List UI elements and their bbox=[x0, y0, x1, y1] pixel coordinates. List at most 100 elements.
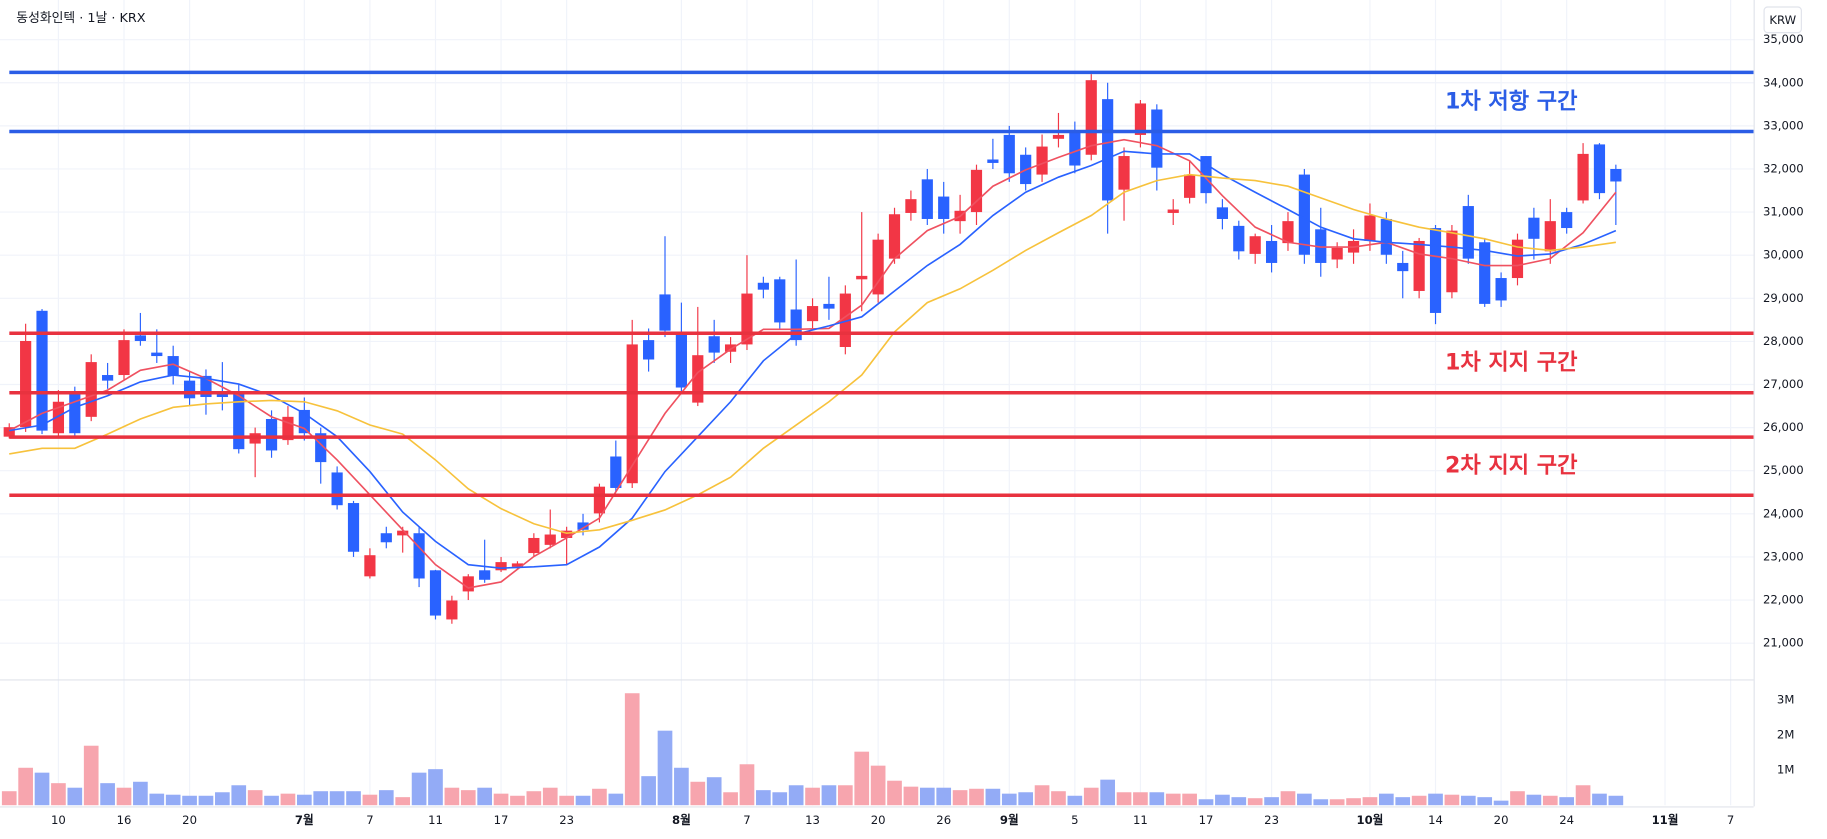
volume-bar bbox=[706, 777, 722, 806]
candle-body bbox=[528, 537, 540, 554]
candle-body bbox=[118, 340, 130, 376]
candle-body bbox=[462, 576, 474, 592]
candle-body bbox=[888, 214, 901, 259]
zone-label: 1차 저항 구간 bbox=[1445, 88, 1578, 114]
volume-bar bbox=[788, 785, 804, 806]
candle-body bbox=[1102, 99, 1114, 201]
volume-bar bbox=[723, 792, 738, 806]
candle-body bbox=[69, 392, 81, 434]
candle-body bbox=[1331, 247, 1343, 260]
volume-tick-label: 1M bbox=[1777, 763, 1794, 777]
candle-body bbox=[741, 293, 753, 345]
candle-body bbox=[938, 196, 950, 219]
volume-tick-label: 3M bbox=[1777, 693, 1794, 707]
candle-body bbox=[265, 418, 278, 451]
candle-body bbox=[413, 533, 425, 579]
volume-bar bbox=[887, 780, 902, 806]
volume-bar bbox=[1460, 795, 1476, 806]
candle-body bbox=[692, 355, 704, 403]
zone-label: 2차 지지 구간 bbox=[1445, 453, 1578, 479]
x-tick-label: 8월 bbox=[672, 813, 691, 827]
volume-bar bbox=[1493, 800, 1509, 806]
x-tick-label: 26 bbox=[936, 813, 951, 827]
volume-bar bbox=[805, 787, 820, 806]
candle-body bbox=[823, 303, 835, 309]
candle-body bbox=[85, 362, 97, 417]
candle-body bbox=[872, 239, 884, 295]
currency-label[interactable]: KRW bbox=[1769, 13, 1796, 27]
candle-body bbox=[1429, 228, 1442, 313]
x-tick-label: 7 bbox=[366, 813, 373, 827]
volume-bar bbox=[1379, 793, 1394, 806]
volume-bar bbox=[870, 765, 886, 806]
candle-body bbox=[102, 375, 114, 381]
x-tick-label: 16 bbox=[117, 813, 132, 827]
volume-bar bbox=[1542, 795, 1558, 806]
x-tick-label: 7 bbox=[743, 813, 750, 827]
volume-layer bbox=[1, 693, 1624, 806]
candle-body bbox=[610, 456, 622, 488]
candle-body bbox=[987, 159, 999, 163]
candle-body bbox=[724, 344, 737, 352]
y-tick-label: 24,000 bbox=[1763, 506, 1804, 520]
candle-body bbox=[577, 522, 589, 530]
candle-body bbox=[1085, 80, 1097, 155]
volume-bar bbox=[1575, 785, 1591, 806]
volume-bar bbox=[133, 781, 148, 806]
candle-body bbox=[52, 401, 65, 434]
candle-body bbox=[347, 503, 360, 552]
volume-bar bbox=[100, 783, 115, 806]
zone-layer: 1차 저항 구간 1차 지지 구간 2차 지지 구간 bbox=[9, 70, 1754, 498]
volume-bar bbox=[657, 730, 673, 806]
candle-body bbox=[970, 169, 983, 213]
volume-bar bbox=[1411, 795, 1427, 806]
volume-bar bbox=[1477, 797, 1493, 806]
candle-body bbox=[1052, 134, 1065, 139]
volume-bar bbox=[1067, 795, 1083, 806]
x-tick-label: 13 bbox=[805, 813, 820, 827]
candle-body bbox=[1364, 215, 1376, 241]
volume-bar bbox=[1559, 797, 1575, 806]
volume-bar bbox=[936, 787, 952, 806]
y-tick-label: 35,000 bbox=[1763, 32, 1804, 46]
volume-bar bbox=[641, 776, 656, 806]
volume-bar bbox=[428, 769, 443, 806]
volume-bar bbox=[952, 790, 968, 806]
x-tick-label: 10월 bbox=[1356, 813, 1383, 827]
candle-body bbox=[1593, 144, 1606, 194]
chart-title: 동성화인텍 · 1날 · KRX bbox=[16, 11, 145, 26]
candle-body bbox=[397, 530, 409, 536]
ma-layer bbox=[8, 138, 1617, 589]
x-tick-label: 5 bbox=[1071, 813, 1078, 827]
candle-body bbox=[1511, 239, 1524, 279]
volume-bar bbox=[165, 794, 181, 806]
x-tick-label: 7월 bbox=[295, 813, 314, 827]
candle-body bbox=[511, 563, 524, 567]
volume-bar bbox=[608, 793, 624, 806]
x-tick-label: 23 bbox=[559, 813, 574, 827]
candle-body bbox=[1528, 217, 1540, 239]
moving-average-line bbox=[8, 138, 1617, 589]
moving-average-line bbox=[9, 150, 1617, 569]
y-tick-label: 32,000 bbox=[1763, 161, 1804, 175]
candle-body bbox=[790, 309, 802, 341]
volume-bar bbox=[821, 785, 837, 806]
volume-bar bbox=[1395, 797, 1411, 806]
candle-body bbox=[315, 433, 327, 463]
volume-bar bbox=[1510, 791, 1525, 806]
volume-bar bbox=[1165, 793, 1181, 806]
volume-bar bbox=[969, 788, 984, 806]
volume-bar bbox=[526, 791, 542, 806]
y-tick-label: 34,000 bbox=[1763, 75, 1804, 89]
volume-bar bbox=[1018, 792, 1034, 806]
volume-bar bbox=[592, 788, 607, 806]
volume-bar bbox=[542, 787, 558, 806]
candle-body bbox=[1561, 212, 1573, 229]
candle-body bbox=[593, 486, 606, 514]
volume-bar bbox=[1083, 787, 1099, 806]
y-tick-label: 26,000 bbox=[1763, 420, 1804, 434]
candle-body bbox=[331, 472, 343, 506]
currency-box[interactable] bbox=[1763, 6, 1802, 34]
candle-body bbox=[429, 570, 442, 616]
volume-bar bbox=[690, 781, 706, 806]
